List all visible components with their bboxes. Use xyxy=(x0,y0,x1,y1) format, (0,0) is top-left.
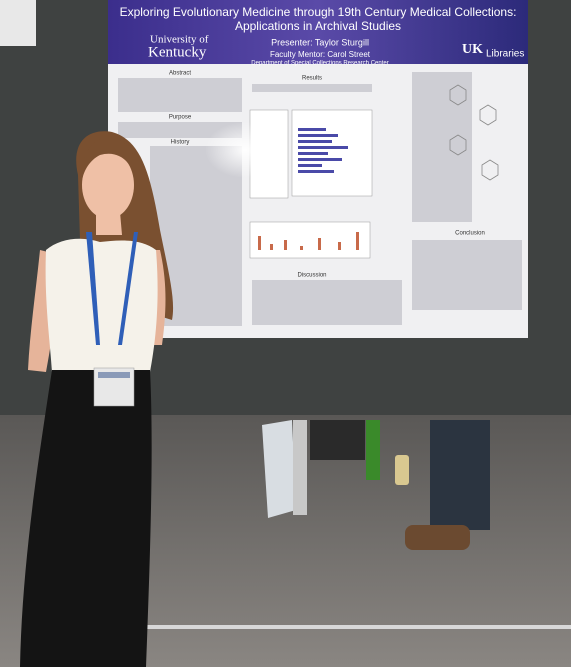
chart-texture xyxy=(298,128,348,173)
pole xyxy=(293,420,307,515)
floor-line xyxy=(120,625,571,629)
libraries: Libraries xyxy=(486,49,524,60)
presenter: Presenter: Taylor Sturgill xyxy=(271,37,369,47)
molecule-diagram xyxy=(449,84,499,181)
shoe xyxy=(405,525,470,550)
poster-title: Applications in Archival Studies xyxy=(235,19,401,33)
uk-logo: UK xyxy=(462,42,483,57)
bystander xyxy=(310,420,365,460)
mentor: Faculty Mentor: Carol Street xyxy=(270,50,371,59)
rolled-poster xyxy=(262,420,296,518)
section-heading: Results xyxy=(302,76,322,82)
department: Department of Special Collections Resear… xyxy=(251,61,388,67)
results-chart-2 xyxy=(249,221,371,259)
section-heading: History xyxy=(171,140,190,146)
bottle xyxy=(395,455,409,485)
poster-text xyxy=(118,72,522,326)
bystander-legs xyxy=(430,420,490,530)
person xyxy=(20,131,174,667)
section-heading: Discussion xyxy=(297,273,326,279)
university: Kentucky xyxy=(148,44,207,60)
university: University of xyxy=(150,34,209,46)
paper-sign xyxy=(0,0,36,46)
chart-texture xyxy=(258,232,359,250)
bag-strap xyxy=(366,420,380,480)
section-heading: Conclusion xyxy=(455,231,485,237)
light-glare xyxy=(205,122,285,178)
poster-header xyxy=(108,0,528,64)
section-heading: Purpose xyxy=(169,115,192,121)
section-heading: Abstract xyxy=(169,71,191,77)
poster-title: Exploring Evolutionary Medicine through … xyxy=(120,5,517,19)
